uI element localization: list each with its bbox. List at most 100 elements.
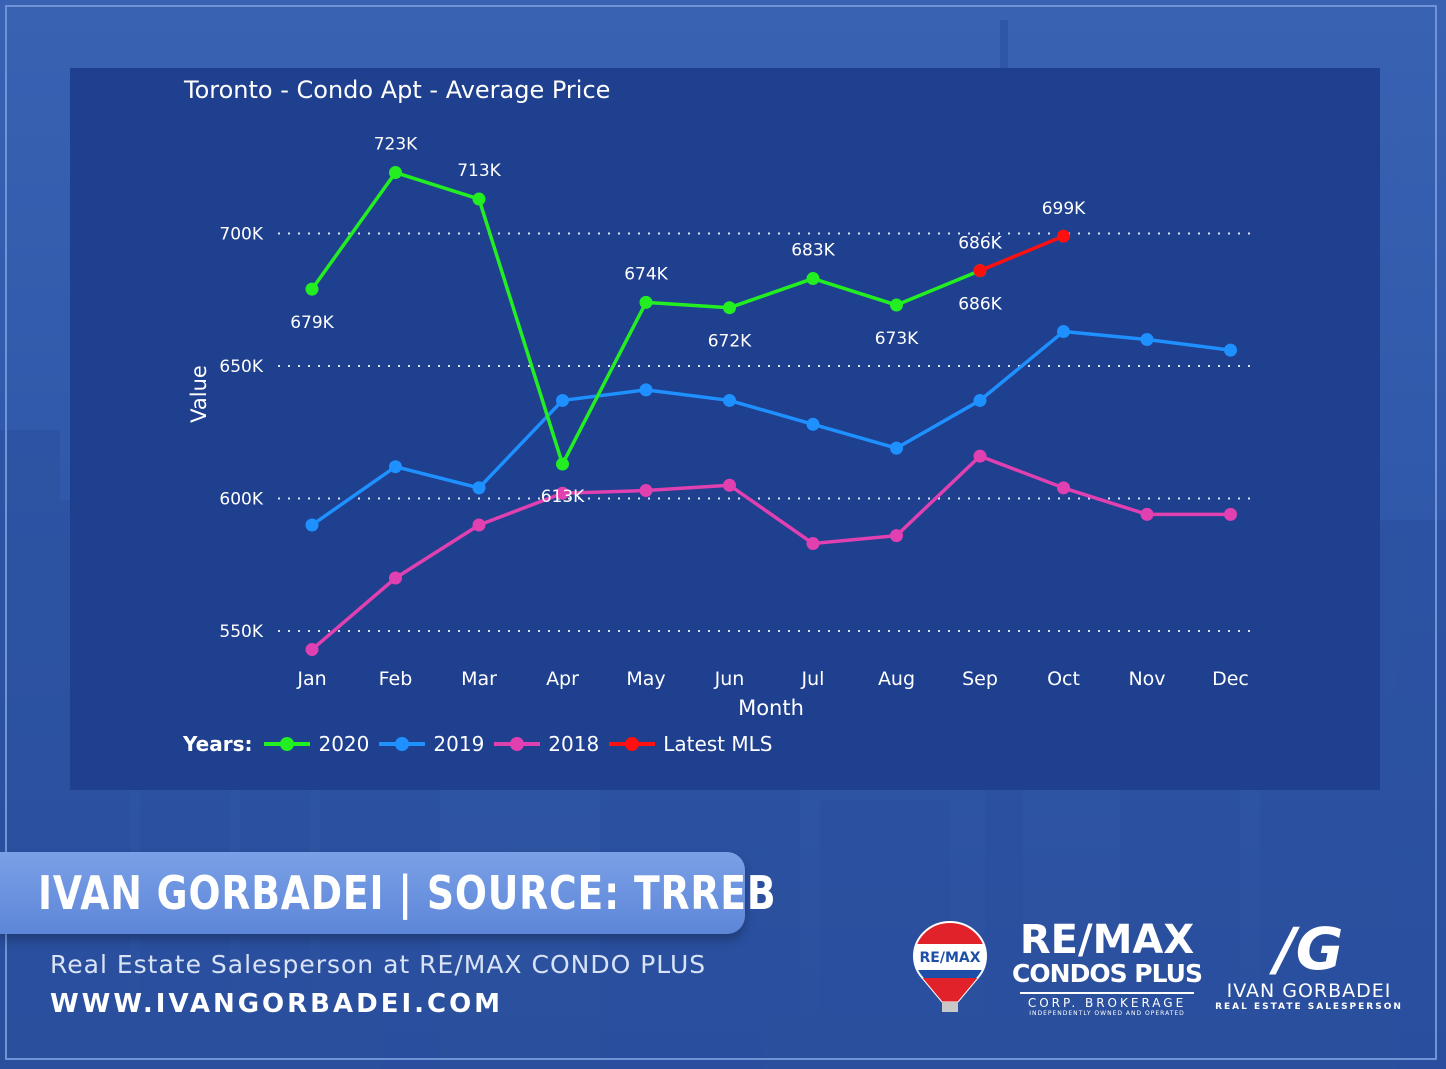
data-point-2020[interactable]	[389, 166, 402, 180]
remax-wordmark: RE/MAX	[1019, 917, 1195, 963]
data-point-2018[interactable]	[639, 484, 653, 498]
y-tick-label: 600K	[219, 490, 263, 510]
ig-name: IVAN GORBADEI	[1226, 980, 1392, 1002]
x-tick-label: Aug	[878, 668, 915, 690]
legend-item-2018[interactable]: 2018	[494, 732, 599, 756]
data-point-2018[interactable]	[305, 643, 319, 657]
chart-title: Toronto - Condo Apt - Average Price	[184, 76, 611, 104]
x-tick-label: Jul	[801, 668, 825, 690]
data-label-2020: 673K	[875, 329, 919, 349]
data-point-2018[interactable]	[389, 571, 402, 585]
ivan-gorbadei-logo: /G IVAN GORBADEI REAL ESTATE SALESPERSON	[1214, 918, 1404, 1012]
data-label-2020: 683K	[791, 241, 835, 261]
frame-border	[5, 5, 1437, 1060]
legend-label-latest-mls: Latest MLS	[663, 732, 773, 756]
data-label-2020: 672K	[708, 332, 752, 352]
data-label-2020: 686K	[958, 295, 1002, 315]
data-point-2018[interactable]	[556, 486, 569, 500]
x-tick-label: Oct	[1047, 668, 1080, 690]
data-point-2019[interactable]	[806, 417, 820, 431]
remax-condos-plus: CONDOS PLUS	[1012, 959, 1203, 988]
remax-condos-plus-logo: RE/MAX CONDOS PLUS CORP. BROKERAGE INDEP…	[1012, 917, 1203, 1017]
x-tick-label: Dec	[1212, 668, 1249, 690]
x-tick-label: Nov	[1128, 668, 1165, 690]
legend-swatch-2019	[379, 737, 426, 751]
data-point-2019[interactable]	[556, 393, 569, 407]
legend-title: Years:	[183, 732, 253, 756]
chart-panel: 550K 600K 650K 700K Jan Feb Mar Apr May Jun Jul Aug…	[70, 68, 1380, 790]
name-banner: IVAN GORBADEI | SOURCE: TRREB	[0, 852, 776, 934]
data-point-2020[interactable]	[472, 192, 486, 206]
data-point-2020[interactable]	[890, 298, 903, 312]
x-tick-label: May	[626, 668, 665, 690]
balloon-text: RE/MAX	[919, 950, 980, 966]
data-point-2019[interactable]	[639, 383, 653, 397]
data-point-2018[interactable]	[1224, 507, 1237, 521]
y-tick-label: 700K	[219, 225, 263, 245]
series-line-latest-mls	[979, 234, 1065, 273]
data-point-2019[interactable]	[723, 393, 736, 407]
data-label-2020: 679K	[290, 313, 334, 333]
x-axis-label: Month	[738, 696, 804, 720]
y-tick-label: 550K	[219, 622, 263, 642]
x-tick-label: Feb	[379, 668, 413, 690]
y-tick-label: 650K	[219, 357, 263, 377]
data-point-2018[interactable]	[806, 537, 820, 551]
data-point-2019[interactable]	[973, 393, 987, 407]
axes: 550K 600K 650K 700K Jan Feb Mar Apr May Jun Jul Aug…	[187, 225, 1249, 721]
legend-label-2018: 2018	[548, 732, 600, 756]
legend-swatch-2018	[494, 737, 541, 751]
data-label-2020: 613K	[541, 487, 585, 507]
data-point-2019[interactable]	[1140, 333, 1154, 346]
data-point-2018[interactable]	[723, 478, 736, 492]
data-point-2019[interactable]	[389, 460, 402, 474]
series	[305, 166, 1237, 657]
data-point-2018[interactable]	[1140, 507, 1154, 521]
legend-swatch-latest-mls	[609, 737, 656, 751]
data-point-2019[interactable]	[305, 518, 319, 532]
legend-label-2019: 2019	[433, 732, 485, 756]
data-point-2019[interactable]	[1057, 325, 1070, 339]
data-point-latest-mls[interactable]	[1057, 229, 1070, 243]
data-point-2018[interactable]	[472, 518, 486, 532]
legend-item-2020[interactable]: 2020	[264, 732, 369, 756]
x-tick-label: Apr	[546, 668, 579, 690]
website-link[interactable]: WWW.IVANGORBADEI.COM	[50, 989, 504, 1019]
ig-monogram: /G	[1274, 915, 1344, 983]
x-tick-label: Jan	[296, 668, 326, 690]
data-point-2018[interactable]	[890, 529, 903, 543]
data-labels: 679K 723K 713K 613K 674K 672K 683K 673K 686K 686K…	[290, 135, 1086, 507]
data-point-2019[interactable]	[1224, 343, 1237, 357]
data-point-2020[interactable]	[723, 301, 736, 315]
data-point-2020[interactable]	[556, 457, 569, 471]
remax-independent: INDEPENDENTLY OWNED AND OPERATED	[1029, 1010, 1185, 1017]
remax-corp-brokerage: CORP. BROKERAGE	[1020, 992, 1194, 1010]
banner-text: IVAN GORBADEI | SOURCE: TRREB	[38, 866, 777, 920]
x-tick-label: Jun	[714, 668, 745, 690]
remax-balloon-logo: RE/MAX	[913, 921, 987, 1012]
data-point-2019[interactable]	[890, 441, 903, 455]
legend: Years: 2020 2019 2018 Latest MLS	[183, 732, 782, 756]
legend-item-latest-mls[interactable]: Latest MLS	[609, 732, 772, 756]
ig-role: REAL ESTATE SALESPERSON	[1215, 1002, 1403, 1012]
data-label-2020: 713K	[457, 161, 501, 181]
line-chart: 550K 600K 650K 700K Jan Feb Mar Apr May Jun Jul Aug…	[187, 135, 1258, 721]
y-axis-label: Value	[187, 365, 211, 423]
data-point-2020[interactable]	[639, 295, 653, 309]
legend-label-2020: 2020	[318, 732, 370, 756]
data-point-2019[interactable]	[472, 481, 486, 495]
series-line-2018	[310, 454, 1231, 651]
data-point-2020[interactable]	[305, 282, 319, 296]
legend-item-2019[interactable]: 2019	[379, 732, 484, 756]
data-point-2018[interactable]	[973, 449, 987, 463]
x-tick-label: Sep	[962, 668, 998, 690]
series-line-2020	[310, 170, 981, 466]
grid-lines	[278, 232, 1258, 632]
data-point-2018[interactable]	[1057, 481, 1070, 495]
legend-swatch-2020	[264, 737, 311, 751]
data-point-2020[interactable]	[806, 272, 820, 286]
data-point-latest-mls[interactable]	[973, 264, 987, 278]
salesperson-subtitle: Real Estate Salesperson at RE/MAX CONDO …	[50, 950, 707, 979]
data-label-latest-mls: 686K	[958, 234, 1002, 254]
x-tick-label: Mar	[461, 668, 497, 690]
